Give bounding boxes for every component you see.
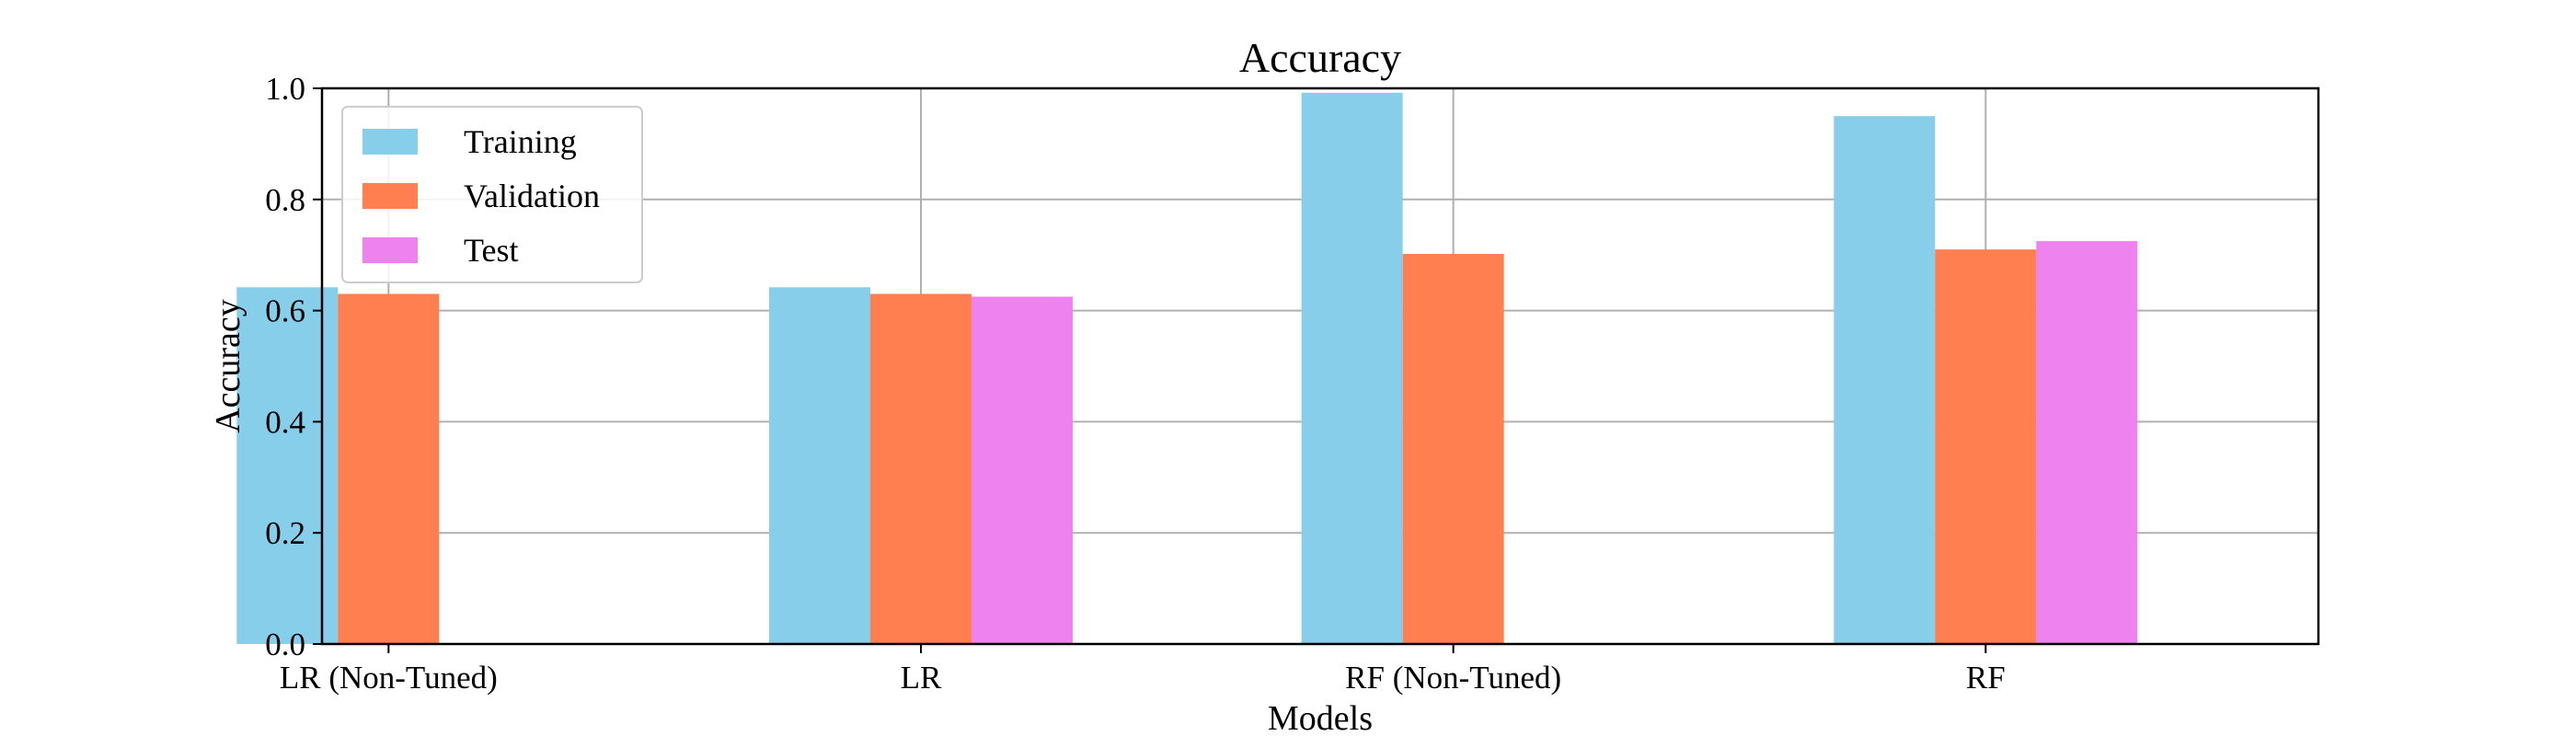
y-tick-label: 0.0 (265, 627, 305, 662)
bar-validation-0 (338, 293, 440, 644)
x-tick-label: LR (901, 660, 942, 696)
plot-frame (320, 86, 2320, 646)
axis-ticks: 0.0 0.2 0.4 0.6 0.8 1.0 LR (Non-Tuned) LR RF (No… (265, 71, 2005, 696)
legend-label-training: Training (464, 123, 577, 160)
legend: Training Validation Test (341, 106, 643, 283)
x-tick-label: RF (1966, 660, 2006, 696)
bar-validation-1 (870, 293, 972, 644)
chart-title: Accuracy (1239, 34, 1401, 81)
legend-label-test: Test (464, 232, 518, 269)
y-tick-label: 0.8 (265, 182, 305, 218)
y-tick-label: 0.6 (265, 293, 305, 329)
y-tick-label: 1.0 (265, 71, 305, 107)
bar-validation-2 (1402, 253, 1504, 644)
bar-test-1 (972, 296, 1073, 644)
bar-training-2 (1301, 92, 1403, 644)
y-tick-label: 0.4 (265, 404, 305, 440)
y-tick-label: 0.2 (265, 515, 305, 551)
bar-validation-3 (1935, 249, 2037, 644)
bar-training-3 (1834, 116, 1936, 644)
x-tick-label: RF (Non-Tuned) (1345, 660, 1561, 696)
legend-swatch-validation (362, 183, 418, 209)
x-axis-label: Models (1268, 699, 1373, 736)
x-tick-label: LR (Non-Tuned) (280, 660, 498, 696)
legend-swatch-test (362, 237, 418, 263)
y-axis-label: Accuracy (209, 299, 247, 433)
legend-swatch-training (362, 129, 418, 155)
legend-label-validation: Validation (464, 178, 600, 214)
bar-training-1 (769, 287, 870, 644)
bar-test-3 (2036, 241, 2138, 644)
